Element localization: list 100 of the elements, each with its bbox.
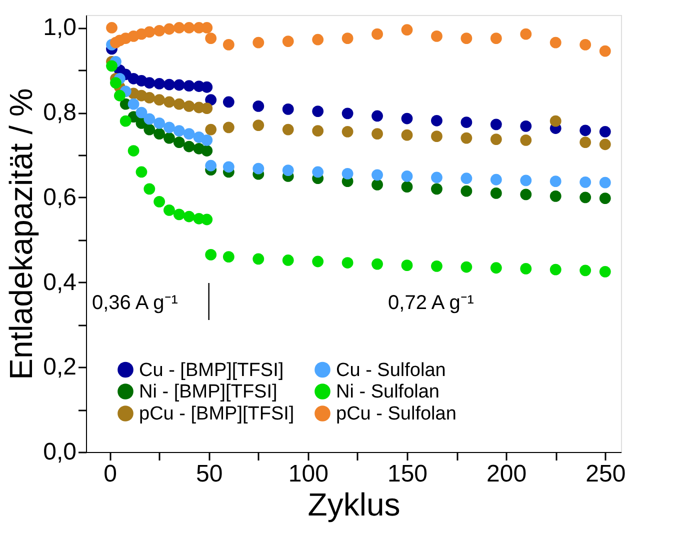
y-axis-title: Entladekapazität / %	[3, 88, 40, 380]
legend-label: pCu - [BMP][TFSI]	[139, 404, 294, 424]
point	[599, 192, 611, 204]
point	[431, 130, 442, 142]
legend-label: Cu - [BMP][TFSI]	[139, 360, 284, 381]
point	[154, 196, 166, 208]
point	[173, 22, 185, 34]
point	[490, 134, 502, 145]
point	[164, 122, 175, 134]
point	[154, 25, 166, 36]
point	[490, 188, 502, 199]
point	[520, 174, 532, 186]
point	[490, 32, 502, 44]
point	[205, 160, 217, 172]
point	[144, 77, 156, 89]
point	[173, 98, 185, 110]
point	[460, 185, 472, 197]
point	[205, 124, 217, 136]
legend-label: Cu - Sulfolan	[336, 360, 446, 381]
point	[520, 134, 532, 146]
point	[252, 162, 264, 174]
annotation: 0,36 A g⁻¹	[92, 292, 178, 314]
point	[173, 208, 185, 220]
point	[282, 124, 294, 136]
point	[490, 262, 502, 274]
point	[201, 102, 213, 114]
point	[460, 132, 472, 144]
point	[154, 128, 166, 140]
y-tick-label: 1,0	[43, 14, 76, 42]
point	[460, 116, 472, 128]
point	[222, 251, 234, 263]
point	[282, 254, 294, 266]
point	[222, 96, 234, 108]
point	[312, 34, 324, 46]
point	[201, 134, 213, 146]
point	[550, 176, 562, 188]
point	[164, 23, 175, 35]
point	[580, 176, 592, 188]
point	[164, 132, 175, 144]
point	[580, 39, 592, 50]
point	[520, 188, 532, 200]
point	[282, 164, 294, 176]
point	[401, 24, 413, 36]
point	[173, 136, 185, 148]
legend-label: Ni - [BMP][TFSI]	[139, 382, 278, 402]
point	[372, 110, 383, 122]
y-tick-label: 0,2	[43, 354, 76, 381]
point	[401, 170, 413, 182]
point	[144, 92, 156, 104]
point	[282, 36, 294, 47]
point	[550, 264, 562, 276]
point	[252, 36, 264, 48]
point	[599, 176, 611, 188]
point	[372, 179, 383, 190]
point	[252, 100, 264, 112]
point	[460, 32, 472, 44]
point	[372, 258, 383, 270]
x-tick-label: 150	[387, 460, 428, 488]
point	[520, 263, 532, 274]
point	[183, 22, 195, 34]
point	[312, 106, 324, 117]
point	[372, 28, 383, 40]
point	[431, 183, 442, 195]
x-axis-title: Zyklus	[308, 486, 400, 522]
legend-label: pCu - Sulfolan	[336, 404, 456, 424]
point	[183, 140, 195, 152]
point	[136, 106, 148, 118]
point	[183, 80, 195, 92]
point	[550, 115, 562, 127]
point	[401, 181, 413, 193]
point	[490, 174, 502, 186]
point	[580, 136, 592, 148]
point	[222, 39, 234, 50]
point	[164, 96, 175, 108]
point	[312, 256, 324, 268]
point	[183, 210, 195, 222]
point	[222, 161, 234, 173]
point	[114, 90, 126, 102]
point	[201, 81, 213, 93]
point	[460, 172, 472, 184]
point	[164, 204, 175, 216]
x-tick-label: 0	[104, 460, 117, 488]
point	[431, 114, 442, 126]
point	[252, 120, 264, 131]
legend-label: Ni - Sulfolan	[336, 382, 440, 402]
point	[205, 32, 217, 44]
point	[136, 166, 148, 178]
point	[342, 257, 354, 268]
point	[201, 145, 213, 156]
point	[110, 77, 122, 89]
y-tick-label: 0,6	[43, 184, 76, 211]
point	[312, 166, 324, 178]
point	[490, 118, 502, 130]
point	[312, 125, 324, 137]
point	[372, 169, 383, 181]
point	[205, 249, 217, 260]
point	[201, 214, 213, 226]
point	[401, 129, 413, 141]
point	[173, 79, 185, 91]
point	[599, 266, 611, 278]
